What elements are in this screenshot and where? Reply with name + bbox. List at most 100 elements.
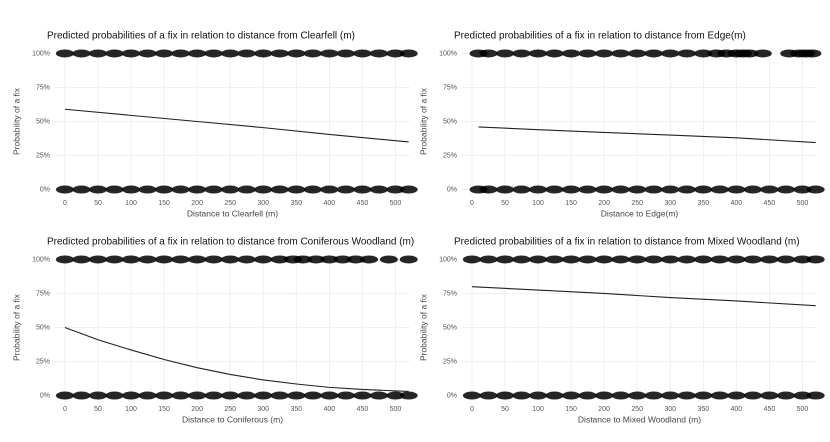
observation (369, 391, 388, 400)
observation (677, 255, 696, 264)
observation (55, 255, 74, 264)
y-tick-label: 100% (32, 256, 50, 263)
panel: Predicted probabilities of a fix in rela… (418, 31, 825, 218)
observation (694, 185, 713, 194)
x-tick-label: 250 (224, 406, 236, 413)
observation (320, 255, 339, 264)
observation (138, 49, 157, 58)
observation (204, 49, 223, 58)
observation (545, 185, 564, 194)
observation (320, 49, 339, 58)
observation (333, 255, 352, 264)
y-tick-label: 75% (36, 84, 50, 91)
fit-line (64, 108, 409, 143)
y-axis-label: Probability of a fix (11, 293, 21, 361)
observation (237, 49, 256, 58)
observation (529, 49, 548, 58)
observation (644, 49, 663, 58)
observation (595, 185, 614, 194)
observation (578, 49, 597, 58)
observation (479, 185, 498, 194)
observation (204, 185, 223, 194)
observation (399, 391, 418, 400)
x-tick-label: 0 (63, 406, 67, 413)
x-tick-label: 50 (94, 406, 102, 413)
observation (727, 391, 746, 400)
observation (353, 49, 372, 58)
observation (661, 185, 680, 194)
observation (611, 49, 630, 58)
x-tick-label: 450 (357, 200, 369, 207)
observation (399, 49, 418, 58)
y-tick-label: 75% (443, 290, 457, 297)
observation (221, 185, 240, 194)
observation (336, 49, 355, 58)
y-tick-label: 75% (36, 290, 50, 297)
x-tick-label: 100 (532, 406, 544, 413)
y-tick-label: 50% (443, 324, 457, 331)
x-tick-label: 400 (731, 200, 743, 207)
x-tick-label: 150 (158, 406, 170, 413)
observation (611, 391, 630, 400)
observation (740, 49, 759, 58)
observation (237, 391, 256, 400)
observation (55, 185, 74, 194)
x-tick-label: 300 (257, 406, 269, 413)
chart-title: Predicted probabilities of a fix in rela… (454, 237, 800, 248)
observation (611, 255, 630, 264)
observation (270, 391, 289, 400)
observation (727, 255, 746, 264)
observation (386, 49, 405, 58)
x-tick-label: 250 (631, 406, 643, 413)
observation (270, 49, 289, 58)
observation (628, 391, 647, 400)
observation (303, 49, 322, 58)
observation (512, 49, 531, 58)
observation (743, 391, 762, 400)
x-tick-label: 200 (598, 406, 610, 413)
observation (661, 391, 680, 400)
observation (677, 391, 696, 400)
observation (661, 49, 680, 58)
x-tick-label: 500 (390, 200, 402, 207)
x-axis-label: Distance to Coniferous (m) (182, 414, 283, 424)
observation (399, 185, 418, 194)
observation (254, 49, 273, 58)
observation (710, 391, 729, 400)
observation (307, 255, 326, 264)
observation (270, 255, 289, 264)
observation (122, 49, 141, 58)
observation (346, 255, 365, 264)
observation (760, 391, 779, 400)
observation (743, 185, 762, 194)
observation (743, 255, 762, 264)
observation (644, 391, 663, 400)
observation (55, 391, 74, 400)
observation (320, 185, 339, 194)
x-axis-label: Distance to Edge(m) (601, 208, 679, 218)
observation (287, 185, 306, 194)
observation (611, 185, 630, 194)
observation (105, 255, 124, 264)
observation (188, 49, 207, 58)
x-tick-label: 350 (290, 200, 302, 207)
observation (369, 185, 388, 194)
observation (803, 49, 822, 58)
observation (105, 391, 124, 400)
observation (628, 185, 647, 194)
observation (479, 391, 498, 400)
observation (677, 185, 696, 194)
observation (545, 255, 564, 264)
observation (806, 255, 825, 264)
x-tick-label: 400 (731, 406, 743, 413)
observation (644, 255, 663, 264)
x-tick-label: 400 (324, 200, 336, 207)
observation (72, 185, 91, 194)
observation (495, 391, 514, 400)
observation (776, 391, 795, 400)
observation (386, 185, 405, 194)
observation (545, 391, 564, 400)
observation (628, 49, 647, 58)
y-tick-label: 25% (36, 152, 50, 159)
y-tick-label: 0% (447, 186, 457, 193)
